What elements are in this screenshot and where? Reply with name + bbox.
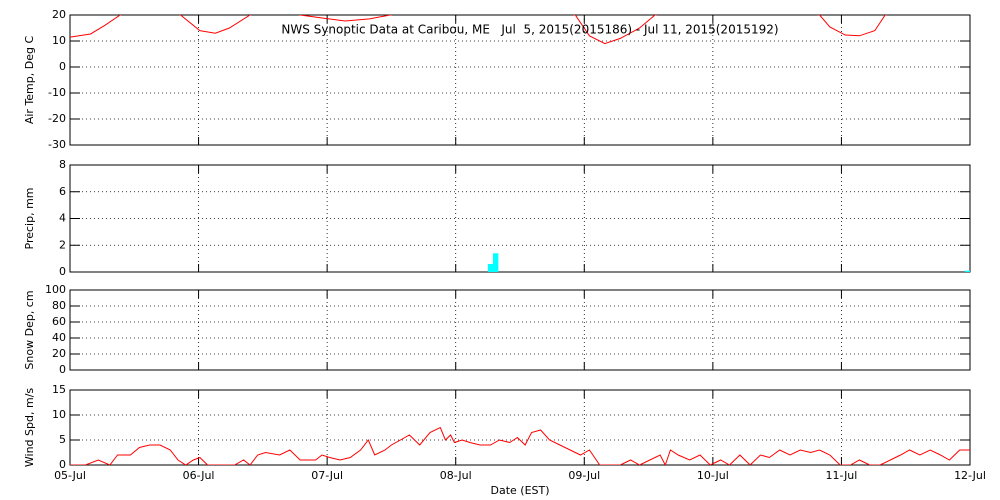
y-axis-label: Wind Spd, m/s bbox=[23, 388, 36, 468]
plot-area bbox=[487, 253, 970, 272]
y-tick-label: 10 bbox=[52, 34, 66, 47]
x-tick-label: 05-Jul bbox=[54, 469, 86, 482]
data-line bbox=[70, 426, 970, 465]
y-tick-label: -30 bbox=[48, 138, 66, 151]
y-tick-label: 0 bbox=[59, 458, 66, 471]
plot-area bbox=[70, 15, 888, 45]
x-tick-label: 06-Jul bbox=[183, 469, 215, 482]
bar bbox=[493, 253, 499, 272]
y-axis-label: Precip, mm bbox=[23, 188, 36, 250]
y-axis-label: Snow Dep, cm bbox=[23, 290, 36, 369]
chart-title: NWS Synoptic Data at Caribou, ME Jul 5, … bbox=[281, 23, 778, 37]
plot-area bbox=[70, 426, 970, 465]
x-tick-label: 08-Jul bbox=[440, 469, 472, 482]
x-tick-label: 12-Jul bbox=[954, 469, 986, 482]
y-tick-label: 0 bbox=[59, 60, 66, 73]
plot-frame bbox=[69, 164, 971, 273]
plot-frame bbox=[69, 389, 971, 466]
y-tick-label: 0 bbox=[59, 265, 66, 278]
data-line bbox=[70, 15, 888, 45]
y-tick-label: 60 bbox=[52, 315, 66, 328]
bar bbox=[964, 270, 970, 272]
y-tick-label: 20 bbox=[52, 347, 66, 360]
x-axis-label: Date (EST) bbox=[490, 484, 549, 497]
plot-frame bbox=[69, 14, 971, 146]
y-tick-label: 15 bbox=[52, 383, 66, 396]
y-tick-label: 80 bbox=[52, 299, 66, 312]
plot-frame bbox=[69, 289, 971, 371]
y-tick-label: 8 bbox=[59, 158, 66, 171]
x-tick-label: 09-Jul bbox=[568, 469, 600, 482]
y-tick-label: -10 bbox=[48, 86, 66, 99]
y-tick-label: -20 bbox=[48, 112, 66, 125]
y-tick-label: 4 bbox=[59, 212, 66, 225]
y-tick-label: 10 bbox=[52, 408, 66, 421]
y-tick-label: 5 bbox=[59, 433, 66, 446]
y-tick-label: 6 bbox=[59, 185, 66, 198]
x-tick-label: 07-Jul bbox=[311, 469, 343, 482]
y-tick-label: 100 bbox=[45, 283, 66, 296]
x-tick-label: 11-Jul bbox=[825, 469, 857, 482]
x-tick-label: 10-Jul bbox=[697, 469, 729, 482]
bar bbox=[487, 263, 494, 272]
y-tick-label: 20 bbox=[52, 8, 66, 21]
y-axis-label: Air Temp, Deg C bbox=[23, 36, 36, 125]
y-tick-label: 0 bbox=[59, 363, 66, 376]
y-tick-label: 2 bbox=[59, 238, 66, 251]
y-tick-label: 40 bbox=[52, 331, 66, 344]
